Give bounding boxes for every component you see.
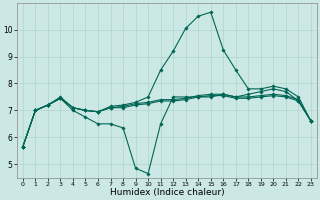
X-axis label: Humidex (Indice chaleur): Humidex (Indice chaleur) [109,188,224,197]
